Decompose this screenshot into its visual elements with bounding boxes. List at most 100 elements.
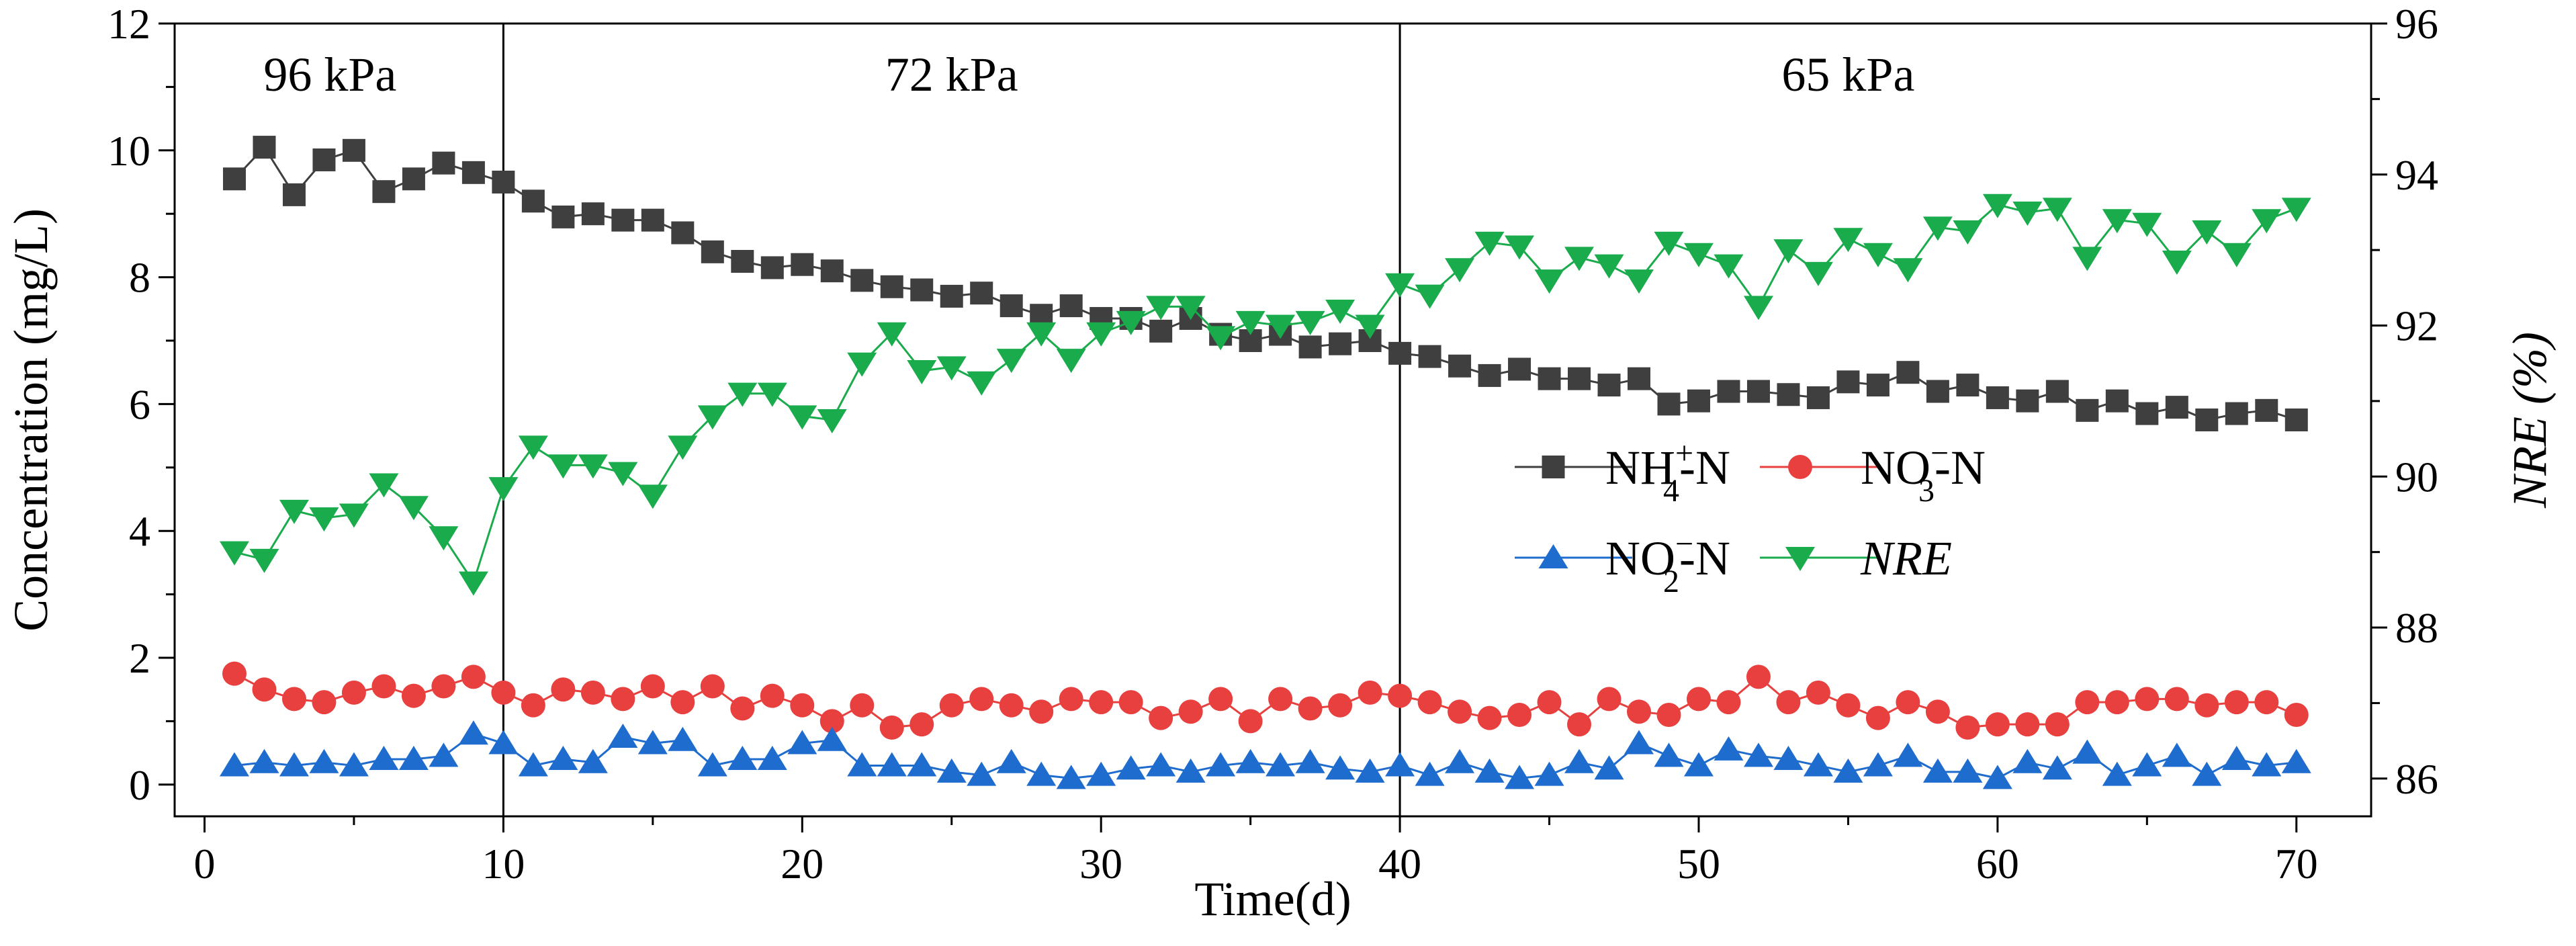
data-point [1206, 326, 1236, 351]
data-point [850, 693, 875, 718]
data-point [1657, 392, 1681, 416]
data-point [608, 462, 638, 486]
series-layer [219, 136, 2311, 789]
data-point [1773, 746, 1804, 771]
data-point [670, 690, 695, 715]
data-point [1836, 370, 1860, 394]
data-point [2162, 742, 2192, 767]
data-point [910, 278, 934, 302]
data-point [1415, 284, 1445, 309]
x-tick-label: 40 [1378, 840, 1421, 888]
data-point [1089, 690, 1114, 715]
data-point [668, 726, 698, 751]
series-4 [219, 194, 2311, 596]
y-tick-label: 4 [129, 507, 150, 555]
data-point [2192, 220, 2222, 245]
data-point [1594, 254, 1624, 279]
data-point [2254, 690, 2279, 715]
data-point [1298, 335, 1322, 359]
data-point [819, 709, 844, 734]
data-point [2284, 408, 2308, 431]
data-point [1026, 322, 1057, 347]
plot-frame [173, 22, 2372, 818]
data-point [2225, 402, 2248, 425]
data-point [2012, 748, 2043, 773]
data-point [1086, 322, 1116, 347]
data-point [1836, 693, 1861, 718]
data-point [1982, 194, 2012, 218]
y2-tick-label: 96 [2395, 0, 2438, 48]
data-point [790, 693, 815, 718]
data-point [1863, 243, 1893, 267]
data-point [2132, 752, 2162, 777]
data-point [222, 661, 247, 686]
y2-tick-label: 86 [2395, 755, 2438, 803]
data-point [1358, 680, 1382, 705]
data-point [1773, 239, 1804, 264]
data-point [369, 473, 399, 498]
data-point [1896, 690, 1920, 715]
data-point [1355, 314, 1385, 339]
data-point [820, 259, 844, 283]
data-point [1597, 374, 1621, 397]
data-point [1146, 296, 1176, 320]
data-point [401, 683, 426, 708]
x-tick-label: 30 [1079, 840, 1122, 888]
data-point [2164, 687, 2189, 712]
phase-label: 72 kPa [885, 48, 1018, 101]
phase-label: 96 kPa [263, 48, 396, 101]
data-point [252, 677, 277, 702]
data-point [1746, 664, 1771, 689]
data-point [372, 180, 396, 204]
data-point [2016, 389, 2039, 413]
data-point [1925, 699, 1950, 724]
data-point [1029, 699, 1054, 724]
data-point [429, 742, 459, 767]
y2-tick-label: 90 [2395, 453, 2438, 501]
data-point [760, 256, 784, 280]
data-point [1893, 258, 1923, 283]
data-point [817, 409, 847, 433]
data-point [700, 674, 725, 699]
data-point [1687, 389, 1710, 413]
series-line [233, 145, 2297, 421]
data-point [429, 526, 459, 551]
data-point [581, 202, 605, 226]
data-point [219, 752, 249, 777]
data-point [2162, 251, 2192, 275]
data-point [1717, 380, 1740, 403]
data-point [548, 746, 578, 771]
data-point [1833, 758, 1863, 783]
y2-tick-label: 88 [2395, 604, 2438, 652]
data-point [2104, 690, 2129, 715]
legend-entry: NO− 3-N [1760, 435, 1986, 509]
data-point [1564, 247, 1595, 271]
data-point [1833, 228, 1863, 253]
legend-label: NH+ 4-N [1605, 435, 1730, 509]
data-point [907, 359, 937, 384]
data-point [521, 189, 545, 213]
data-point [282, 183, 306, 206]
data-point [996, 349, 1026, 374]
data-point [2194, 693, 2219, 718]
data-point [339, 752, 369, 777]
data-point [909, 712, 934, 737]
data-point [907, 752, 937, 777]
data-point [518, 435, 548, 460]
data-point [2012, 201, 2043, 226]
data-point [1508, 357, 1531, 381]
data-point [1865, 705, 1890, 730]
data-point [2075, 690, 2100, 715]
data-point [2076, 398, 2099, 422]
data-point [219, 541, 249, 566]
data-point [1116, 310, 1146, 335]
data-point [1922, 758, 1953, 783]
data-point [1268, 687, 1293, 712]
data-point [1597, 687, 1622, 712]
data-point [1059, 294, 1083, 318]
legend-label: NO− 3-N [1861, 435, 1986, 509]
legend-label: NO− 2-N [1605, 526, 1730, 599]
data-point [697, 752, 727, 777]
data-point [1624, 269, 1654, 294]
data-point [608, 724, 638, 748]
